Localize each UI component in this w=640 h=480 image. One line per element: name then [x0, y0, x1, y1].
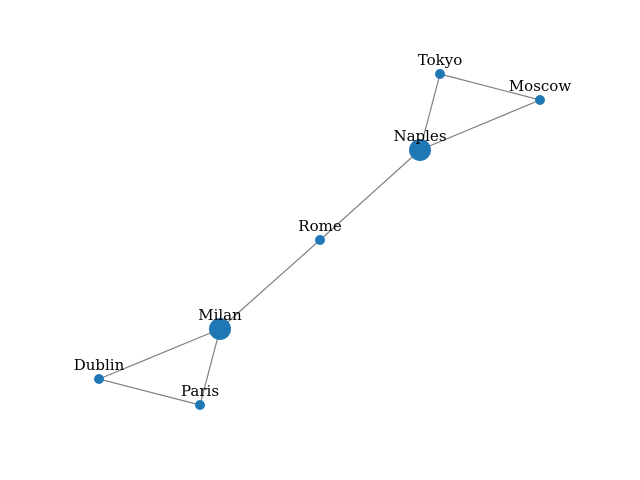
edge-milan-dublin — [98, 328, 221, 380]
node-milan — [209, 318, 231, 340]
node-label-naples: Naples — [393, 127, 446, 145]
node-label-paris: Paris — [181, 382, 219, 400]
node-label-tokyo: Tokyo — [418, 51, 462, 69]
edge-dublin-paris — [98, 378, 201, 406]
node-paris — [195, 400, 205, 410]
node-moscow — [535, 95, 545, 105]
node-naples — [409, 139, 431, 161]
edges-layer — [98, 73, 541, 406]
edge-moscow-naples — [419, 99, 541, 151]
node-label-rome: Rome — [298, 217, 342, 235]
node-rome — [315, 235, 325, 245]
edge-milan-paris — [199, 328, 221, 406]
node-label-dublin: Dublin — [74, 356, 125, 374]
edge-tokyo-naples — [419, 73, 441, 151]
node-label-milan: Milan — [198, 306, 242, 324]
labels-layer: Tokyo Moscow Naples Rome Milan Dublin Paris — [74, 51, 572, 400]
nodes-layer — [94, 69, 545, 410]
node-label-moscow: Moscow — [509, 77, 572, 95]
node-tokyo — [435, 69, 445, 79]
edge-tokyo-moscow — [439, 73, 541, 101]
edge-rome-milan — [219, 239, 321, 330]
edge-naples-rome — [319, 149, 421, 241]
node-dublin — [94, 374, 104, 384]
